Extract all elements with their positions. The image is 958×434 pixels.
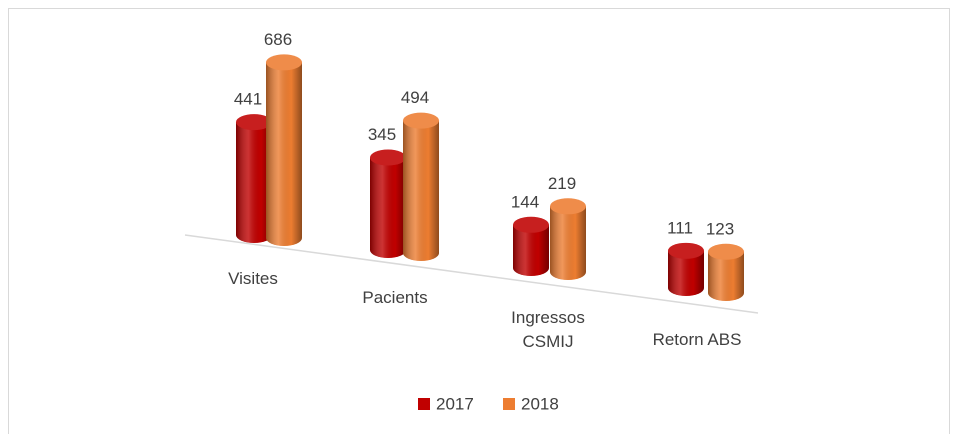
- bar-top: [236, 114, 272, 131]
- bar-top: [668, 242, 704, 259]
- bar-body-shade: [370, 157, 406, 250]
- bar-top-shade: [550, 198, 586, 215]
- legend-swatch: [418, 398, 430, 410]
- bar-top-shade: [266, 54, 302, 71]
- bar-body-shade: [550, 206, 586, 272]
- bar: [513, 216, 549, 276]
- bar: [266, 54, 302, 246]
- chart-border: [8, 8, 950, 434]
- bar: [708, 243, 744, 301]
- data-label: 123: [706, 219, 734, 238]
- bar-top-shade: [513, 216, 549, 233]
- x-tick-label: Pacients: [362, 288, 428, 307]
- data-label: 219: [548, 174, 576, 193]
- bar: [403, 112, 439, 261]
- bar-top-shade: [708, 243, 744, 260]
- data-label: 144: [511, 192, 539, 211]
- bar-body-shade: [403, 120, 439, 253]
- x-tick-label: Ingressos CSMIJ: [511, 308, 585, 351]
- legend-label: 2017: [436, 394, 474, 413]
- bar-top-shade: [370, 149, 406, 166]
- data-label: 345: [368, 125, 396, 144]
- x-tick-label: Retorn ABS: [652, 330, 742, 349]
- legend-swatch: [503, 398, 515, 410]
- legend-label: 2018: [521, 394, 559, 413]
- bar-top-shade: [403, 112, 439, 129]
- data-label: 441: [234, 90, 262, 109]
- bar-top: [550, 198, 586, 215]
- bar-top-shade: [668, 242, 704, 259]
- bar: [550, 198, 586, 280]
- bar-top-shade: [236, 114, 272, 131]
- bar-top: [370, 149, 406, 166]
- bar: [668, 242, 704, 296]
- data-label: 494: [401, 88, 429, 107]
- x-tick-label: Visites: [228, 269, 278, 288]
- floor-line: [184, 234, 759, 314]
- data-label: 111: [667, 218, 693, 237]
- data-label: 686: [264, 30, 292, 49]
- bar-body-shade: [266, 62, 302, 238]
- bar-top: [708, 243, 744, 260]
- bar-top: [513, 216, 549, 233]
- bar: [370, 149, 406, 258]
- bar-top: [266, 54, 302, 71]
- bar-top: [403, 112, 439, 129]
